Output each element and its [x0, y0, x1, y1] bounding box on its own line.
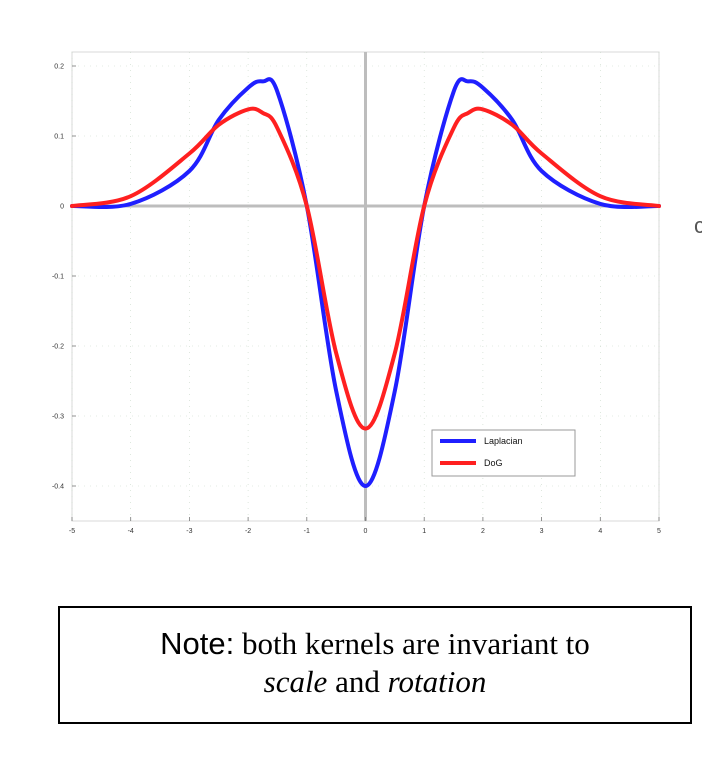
y-tick-label: 0 [60, 204, 64, 211]
note-text-1: both kernels are invariant to [234, 626, 590, 661]
y-tick-label: -0.4 [52, 484, 64, 491]
x-tick-label: -3 [186, 528, 192, 535]
legend-box [431, 429, 576, 477]
note-scale: scale [263, 664, 328, 699]
legend-label-laplacian: Laplacian [484, 436, 523, 446]
edge-glyph: c [694, 213, 702, 238]
note-lead: Note: [160, 626, 235, 661]
y-tick-label: 0.2 [54, 64, 64, 71]
y-tick-label: -0.2 [52, 344, 64, 351]
x-tick-label: -4 [128, 528, 134, 535]
x-tick-label: 5 [657, 528, 661, 535]
zero-axes [72, 52, 659, 521]
note-line-2: scale and rotation [60, 663, 690, 701]
x-tick-label: -5 [69, 528, 75, 535]
x-tick-label: -2 [245, 528, 251, 535]
note-and: and [327, 664, 388, 699]
y-tick-label: 0.1 [54, 134, 64, 141]
x-tick-label: 4 [598, 528, 602, 535]
x-tick-label: 0 [364, 528, 368, 535]
y-tick-label: -0.1 [52, 274, 64, 281]
x-tick-label: 2 [481, 528, 485, 535]
legend-label-dog: DoG [484, 458, 503, 468]
x-tick-label: 1 [422, 528, 426, 535]
x-tick-label: 3 [540, 528, 544, 535]
tick-labels: -5 -4 -3 -2 -1 0 1 2 3 4 5 0.2 0.1 0 -0.1 -0.2 -0.3 -0.4 [52, 64, 661, 536]
note-box: Note: both kernels are invariant to scal… [58, 606, 692, 724]
legend: Laplacian DoG [431, 429, 576, 477]
series-line-dog [70, 106, 661, 431]
note-line-1: Note: both kernels are invariant to [60, 625, 690, 663]
x-tick-label: -1 [304, 528, 310, 535]
chart: -5 -4 -3 -2 -1 0 1 2 3 4 50.20.10-0.1-0.2-0.3-0.4 … [52, 51, 661, 536]
series-line-laplacian [70, 77, 661, 488]
note-rotation: rotation [387, 664, 487, 699]
series-lines [70, 77, 661, 488]
y-tick-label: -0.3 [52, 414, 64, 421]
